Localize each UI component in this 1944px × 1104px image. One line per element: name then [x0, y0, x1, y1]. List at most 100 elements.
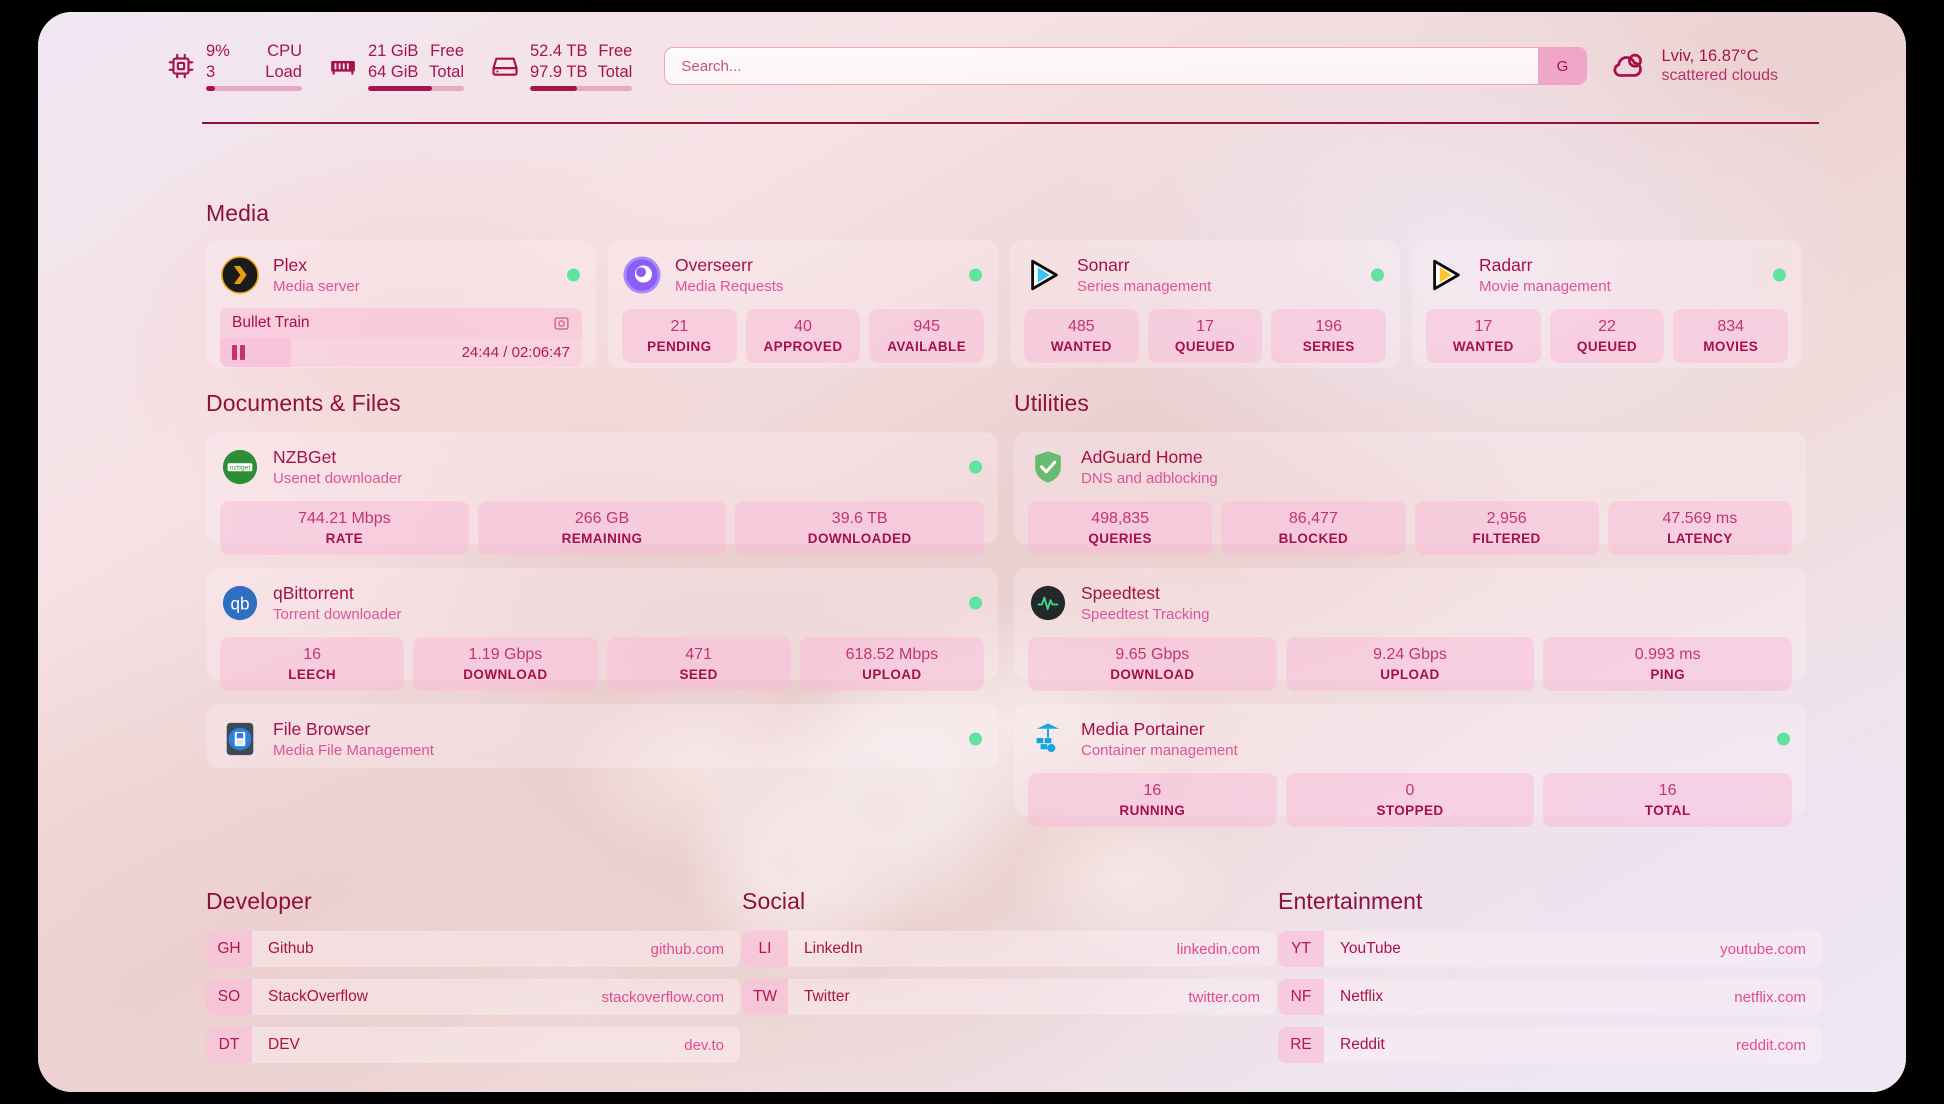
stat-value: 196: [1315, 318, 1343, 335]
service-card-radarr[interactable]: Radarr Movie management 17 WANTED 22 QUE…: [1412, 240, 1802, 368]
service-description: Movie management: [1479, 277, 1611, 295]
stat-value: 16: [303, 646, 322, 663]
bookmark-url: stackoverflow.com: [601, 988, 724, 1006]
stat-tile: 86,477 BLOCKED: [1221, 501, 1406, 556]
bookmark-netflix[interactable]: NF Netflix netflix.com: [1278, 979, 1822, 1015]
stat-value: 21: [670, 318, 689, 335]
stat-label: SERIES: [1302, 338, 1355, 354]
bookmark-youtube[interactable]: YT YouTube youtube.com: [1278, 931, 1822, 967]
weather-location: Lviv, 16.87°C: [1661, 47, 1759, 65]
service-card-plex[interactable]: Plex Media server Bullet Train 24:44 / 0…: [206, 240, 596, 368]
disk-total-label: Total: [597, 63, 633, 81]
stat-tile: 498,835 QUERIES: [1028, 501, 1213, 556]
status-indicator-online: [1773, 268, 1786, 282]
service-name: File Browser: [273, 718, 371, 739]
bookmark-name: Github: [268, 940, 314, 957]
stat-label: RUNNING: [1119, 802, 1186, 818]
stat-label: AVAILABLE: [887, 338, 967, 354]
pause-button[interactable]: [232, 345, 245, 360]
svg-text:nzbget: nzbget: [230, 464, 251, 471]
stat-label: DOWNLOADED: [807, 530, 912, 546]
stat-value: 618.52 Mbps: [845, 646, 939, 663]
service-description: Torrent downloader: [273, 605, 402, 623]
stat-value: 17: [1196, 318, 1214, 335]
cloud-icon: [1609, 46, 1649, 86]
search-input[interactable]: [665, 48, 1539, 84]
bookmark-dev[interactable]: DT DEV dev.to: [206, 1027, 740, 1063]
stat-value: 945: [913, 318, 941, 335]
stat-tile: 22 QUEUED: [1549, 309, 1665, 364]
bookmark-abbr: TW: [742, 979, 788, 1015]
stat-label: QUEUED: [1174, 338, 1236, 354]
cpu-usage-value: 9%: [206, 41, 230, 60]
cpu-load-value: 3: [206, 63, 216, 81]
bookmark-name: Netflix: [1340, 988, 1384, 1005]
header-divider: [202, 122, 1819, 124]
stat-value: 9.24 Gbps: [1373, 646, 1447, 663]
bookmark-url: linkedin.com: [1176, 940, 1260, 958]
stat-tile: 16 LEECH: [220, 637, 405, 692]
now-playing-title-row: Bullet Train: [220, 308, 582, 338]
bookmark-linkedin[interactable]: LI LinkedIn linkedin.com: [742, 931, 1276, 967]
sonarr-icon: [1024, 255, 1064, 295]
bookmark-name: StackOverflow: [268, 988, 368, 1005]
stat-label: DOWNLOAD: [463, 666, 548, 682]
disk-usage-bar: [530, 86, 633, 92]
stat-tile: 17 WANTED: [1426, 309, 1541, 364]
service-card-speedtest[interactable]: Speedtest Speedtest Tracking 9.65 Gbps D…: [1014, 568, 1806, 692]
stat-value: 266 GB: [574, 510, 630, 527]
bookmark-stackoverflow[interactable]: SO StackOverflow stackoverflow.com: [206, 979, 740, 1015]
stat-tile: 945 AVAILABLE: [869, 309, 985, 364]
cpu-readout: 9% CPU 3 Load: [206, 41, 302, 92]
now-playing-control-row: 24:44 / 02:06:47: [220, 338, 582, 367]
bookmark-reddit[interactable]: RE Reddit reddit.com: [1278, 1027, 1822, 1063]
status-indicator-online: [1371, 268, 1384, 282]
search-engine-button[interactable]: G: [1538, 48, 1587, 84]
bookmark-abbr: NF: [1278, 979, 1324, 1015]
disk-readout: 52.4 TB Free 97.9 TB Total: [530, 41, 633, 92]
stat-value: 86,477: [1288, 510, 1338, 527]
bookmark-github[interactable]: GH Github github.com: [206, 931, 740, 967]
service-card-qbittorrent[interactable]: qb qBittorrent Torrent downloader 16 LEE…: [206, 568, 998, 692]
service-card-file-browser[interactable]: File Browser Media File Management: [206, 704, 998, 768]
cpu-load-label: Load: [265, 63, 302, 81]
service-name: AdGuard Home: [1081, 446, 1203, 467]
section-title-media: Media: [206, 200, 270, 226]
section-title-social: Social: [742, 888, 806, 914]
stat-value: 47.569 ms: [1662, 510, 1738, 527]
header-bar: 9% CPU 3 Load: [166, 30, 1778, 102]
stat-value: 834: [1717, 318, 1745, 335]
stat-tile: 744.21 Mbps RATE: [220, 501, 469, 556]
service-card-media-portainer[interactable]: Media Portainer Container management 16 …: [1014, 704, 1806, 828]
service-card-nzbget[interactable]: nzbget NZBGet Usenet downloader 744.21 M…: [206, 432, 998, 556]
service-description: Speedtest Tracking: [1081, 605, 1210, 623]
cast-icon[interactable]: [553, 315, 570, 332]
bookmark-twitter[interactable]: TW Twitter twitter.com: [742, 979, 1276, 1015]
search-bar[interactable]: G: [664, 47, 1588, 85]
playback-progress-bar: [220, 338, 291, 367]
stat-label: DOWNLOAD: [1110, 666, 1195, 682]
status-indicator-online: [969, 732, 982, 746]
stat-label: UPLOAD: [1380, 666, 1440, 682]
stat-value: 40: [794, 318, 812, 335]
section-title-developer: Developer: [206, 888, 312, 914]
stat-label: SEED: [679, 666, 718, 682]
stat-label: WANTED: [1452, 338, 1514, 354]
stat-label: MOVIES: [1703, 338, 1759, 354]
memory-usage-bar: [368, 86, 464, 92]
stat-label: LATENCY: [1667, 530, 1733, 546]
stat-label: LEECH: [288, 666, 336, 682]
stat-label: QUEUED: [1576, 338, 1638, 354]
status-indicator-online: [567, 268, 580, 282]
stat-label: WANTED: [1050, 338, 1112, 354]
service-card-sonarr[interactable]: Sonarr Series management 485 WANTED 17 Q…: [1010, 240, 1400, 368]
disk-row-1: 52.4 TB Free: [530, 41, 632, 61]
cpu-usage-bar: [206, 86, 302, 92]
stat-tile: 0 STOPPED: [1285, 773, 1535, 828]
memory-free-value: 21 GiB: [368, 41, 419, 60]
service-card-overseerr[interactable]: Overseerr Media Requests 21 PENDING 40 A…: [608, 240, 998, 368]
memory-total-value: 64 GiB: [368, 63, 419, 81]
stat-tile: 17 QUEUED: [1147, 309, 1263, 364]
service-card-adguard-home[interactable]: AdGuard Home DNS and adblocking 498,835 …: [1014, 432, 1806, 556]
bookmark-url: reddit.com: [1735, 1036, 1806, 1054]
